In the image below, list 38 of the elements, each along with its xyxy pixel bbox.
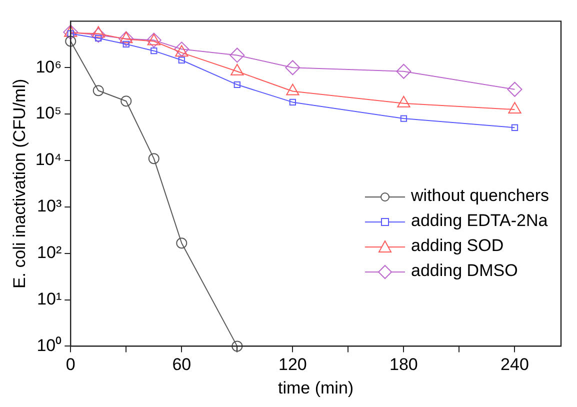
legend-label: adding SOD xyxy=(411,236,504,255)
point xyxy=(232,340,243,352)
x-tick-label: 240 xyxy=(500,355,529,374)
point xyxy=(148,153,160,164)
point xyxy=(234,81,240,88)
point xyxy=(120,96,132,107)
point xyxy=(174,42,190,57)
x-tick-label: 180 xyxy=(390,355,418,374)
y-axis-title: E. coli inactivation (CFU/ml) xyxy=(10,78,29,289)
point xyxy=(289,98,296,106)
x-tick-label: 0 xyxy=(66,355,76,374)
y-tick-label: 10⁶ xyxy=(36,57,62,76)
point xyxy=(178,56,185,64)
y-tick-label: 10³ xyxy=(37,196,62,216)
point xyxy=(285,60,300,76)
x-tick-label: 120 xyxy=(278,355,307,374)
x-tick-label: 60 xyxy=(172,355,192,374)
y-tick-label: 10¹ xyxy=(37,289,62,308)
point xyxy=(63,24,78,40)
y-tick-label: 10⁵ xyxy=(36,104,62,123)
point xyxy=(396,64,412,79)
point xyxy=(92,85,104,96)
legend-label: adding DMSO xyxy=(411,261,518,280)
point xyxy=(511,124,518,131)
legend-label: adding EDTA-2Na xyxy=(411,211,548,230)
y-tick-label: 10² xyxy=(37,243,62,262)
y-tick-label: 10⁴ xyxy=(35,150,62,170)
point xyxy=(150,48,158,54)
x-axis-title: time (min) xyxy=(278,378,354,398)
point xyxy=(118,31,134,46)
point xyxy=(65,36,76,47)
y-tick-label: 10⁰ xyxy=(36,336,62,355)
point xyxy=(230,48,245,63)
legend-label: without quenchers xyxy=(411,186,549,205)
point xyxy=(122,40,130,48)
point xyxy=(176,238,188,249)
point xyxy=(507,82,522,97)
point xyxy=(400,115,408,122)
